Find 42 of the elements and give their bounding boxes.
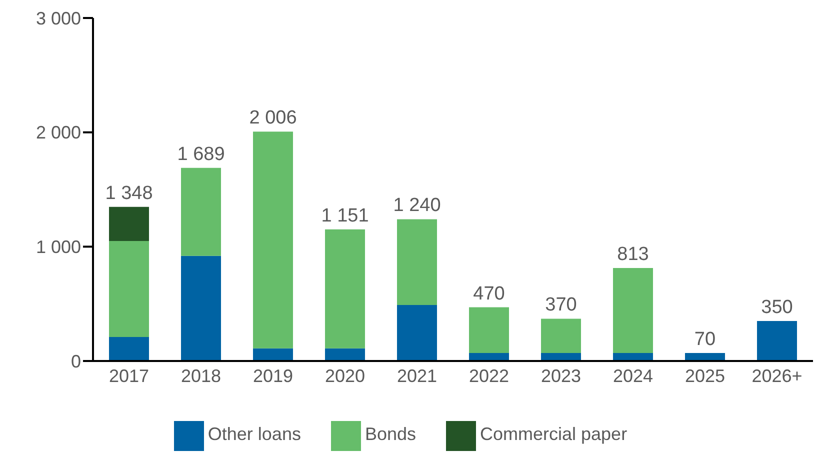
total-label: 1 240 <box>393 195 441 216</box>
x-tick-label: 2022 <box>468 366 510 386</box>
total-label: 370 <box>545 294 577 316</box>
x-tick-label: 2018 <box>180 366 222 386</box>
y-tick-label: 2 000 <box>36 122 81 143</box>
x-tick-label: 2019 <box>252 366 294 386</box>
bar <box>325 348 365 361</box>
total-label: 470 <box>473 283 505 304</box>
x-tick-label: 2017 <box>108 366 150 386</box>
x-tick-label: 2020 <box>324 366 366 386</box>
y-tick-label: 1 000 <box>36 237 81 258</box>
bar <box>469 307 509 353</box>
y-tick-label: 3 000 <box>36 8 81 28</box>
bar <box>325 229 365 348</box>
bar <box>757 320 797 361</box>
legend-label: Bonds <box>364 424 416 444</box>
bar <box>397 304 437 361</box>
legend-label: Other loans <box>208 424 301 444</box>
total-label: 350 <box>761 296 793 318</box>
bar <box>397 219 437 305</box>
x-tick-label: 2021 <box>396 366 438 386</box>
total-label: 1 348 <box>105 182 153 204</box>
x-tick-label: 2024 <box>612 366 654 386</box>
legend-label: Commercial paper <box>480 424 628 444</box>
total-label: 1 151 <box>321 205 369 226</box>
x-tick-label: 2026+ <box>752 366 802 386</box>
total-label: 1 689 <box>177 144 225 165</box>
bar <box>541 318 581 353</box>
total-label: 813 <box>617 244 649 266</box>
x-tick-label: 2023 <box>540 366 582 386</box>
bar <box>253 348 293 361</box>
bar <box>181 168 221 256</box>
bar <box>613 268 653 353</box>
total-label: 70 <box>694 328 716 350</box>
bar <box>253 132 293 348</box>
bar <box>109 206 149 241</box>
bar <box>109 336 149 361</box>
y-tick-label: 0 <box>70 351 81 372</box>
bar <box>181 256 221 361</box>
bar <box>109 240 149 337</box>
x-tick-label: 2025 <box>684 366 726 386</box>
total-label: 2 006 <box>249 108 297 129</box>
